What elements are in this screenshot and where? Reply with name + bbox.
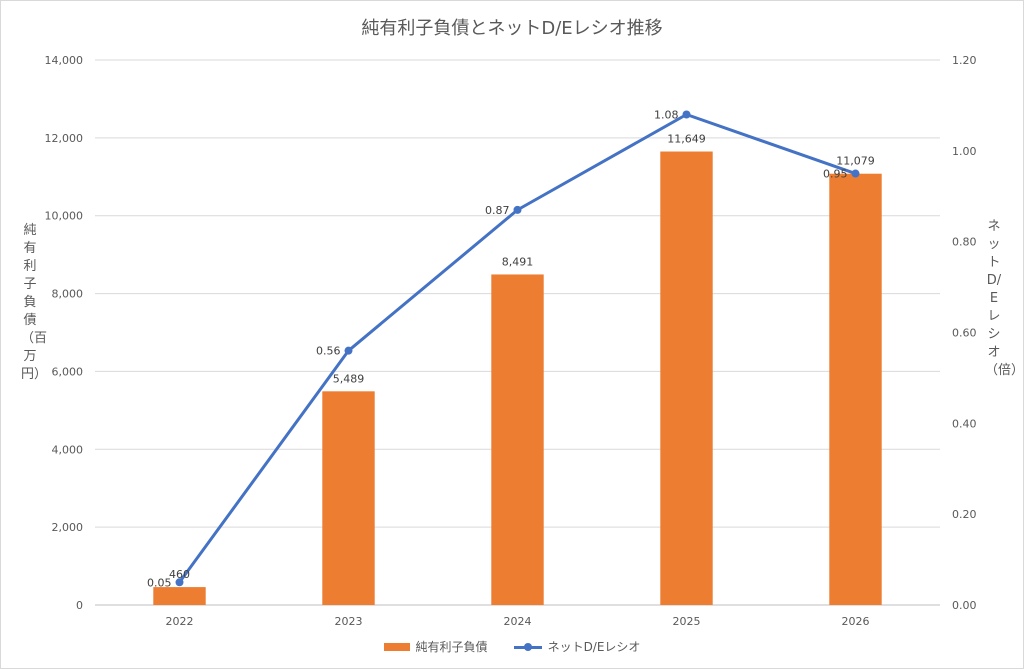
y2-tick-label: 1.00	[952, 145, 977, 158]
x-tick-label: 2026	[842, 615, 870, 628]
bar	[660, 151, 713, 606]
bar	[322, 391, 375, 605]
y-tick-label: 4,000	[52, 443, 84, 456]
x-tick-label: 2022	[166, 615, 194, 628]
line-point	[344, 346, 353, 355]
legend-label-bar: 純有利子負債	[415, 640, 488, 654]
line-point	[682, 110, 691, 119]
y2-tick-label: 0.20	[952, 508, 977, 521]
bar-data-label: 5,489	[333, 372, 365, 385]
legend: 純有利子負債 ネットD/Eレシオ	[0, 638, 1024, 655]
line-data-label: 1.08	[654, 109, 679, 122]
y2-tick-label: 0.80	[952, 236, 977, 249]
y-tick-label: 0	[76, 599, 83, 612]
y2-tick-label: 0.00	[952, 599, 977, 612]
line-point	[513, 205, 522, 214]
y-tick-label: 12,000	[45, 132, 84, 145]
bar	[491, 274, 544, 605]
legend-item-bar: 純有利子負債	[383, 638, 488, 655]
legend-item-line: ネットD/Eレシオ	[513, 638, 641, 655]
line-point	[175, 578, 184, 587]
y-tick-label: 2,000	[52, 521, 84, 534]
bar	[829, 173, 882, 605]
bar-data-label: 8,491	[502, 255, 534, 268]
line-data-label: 0.56	[316, 345, 341, 358]
y-axis-label: 純有利子負債（百万円）	[21, 223, 48, 382]
y-tick-label: 14,000	[45, 54, 84, 67]
bar-data-label: 11,079	[836, 155, 875, 168]
y2-tick-label: 1.20	[952, 54, 977, 67]
line-data-label: 0.05	[147, 576, 172, 589]
chart-title: 純有利子負債とネットD/Eレシオ推移	[361, 18, 663, 39]
y-tick-label: 10,000	[45, 210, 84, 223]
line-point	[851, 169, 860, 178]
y-tick-label: 8,000	[52, 288, 84, 301]
y2-tick-label: 0.60	[952, 327, 977, 340]
legend-label-line: ネットD/Eレシオ	[547, 640, 641, 654]
line-data-label: 0.95	[823, 168, 848, 181]
bar	[153, 587, 206, 605]
y-tick-label: 6,000	[52, 365, 84, 378]
x-tick-label: 2023	[335, 615, 363, 628]
legend-swatch-bar	[383, 642, 410, 651]
x-tick-label: 2024	[504, 615, 532, 628]
line-data-label: 0.87	[485, 204, 510, 217]
y2-tick-label: 0.40	[952, 417, 977, 430]
y2-axis-label: ネットD/Eレシオ（倍）	[985, 219, 1024, 378]
bar-data-label: 11,649	[667, 133, 706, 146]
bar-data-label: 460	[169, 568, 190, 581]
x-tick-label: 2025	[673, 615, 701, 628]
legend-swatch-line	[513, 642, 542, 652]
